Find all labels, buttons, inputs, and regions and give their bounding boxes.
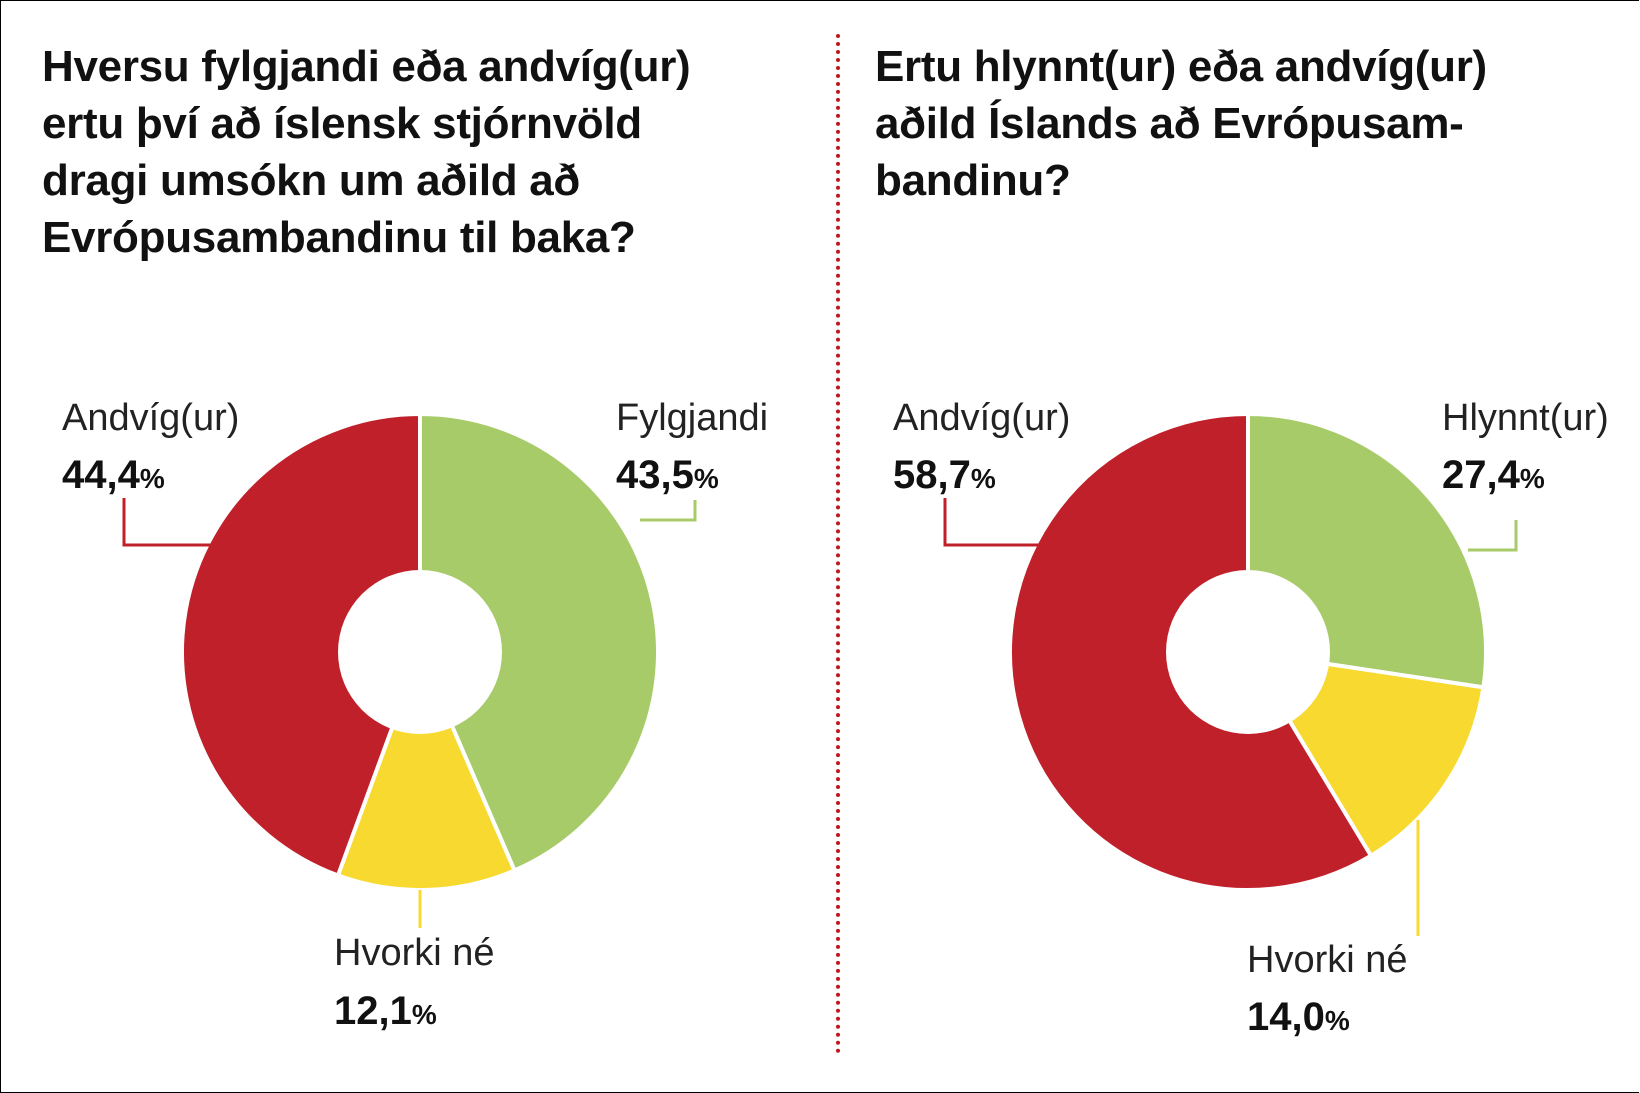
slice-value-hvorki-ne: 12,1% [334, 989, 437, 1033]
donut-hole [338, 570, 502, 734]
chart-title-left: Hversu fylgjandi eða andvíg(ur) ertu því… [42, 38, 691, 266]
slice-value-hlynnt-ur: 27,4% [1442, 453, 1545, 497]
slice-label-andvig-ur: Andvíg(ur) [62, 397, 239, 439]
leader-line-hlynnt-ur [1468, 520, 1518, 552]
slice-label-hlynnt-ur: Hlynnt(ur) [1442, 397, 1609, 439]
slice-andvig-ur [180, 412, 422, 878]
title-line: Hversu fylgjandi eða andvíg(ur) [42, 42, 691, 91]
slice-value-hvorki-ne: 14,0% [1247, 995, 1350, 1039]
dotted-divider [836, 34, 840, 1054]
slice-fylgjandi [418, 412, 660, 873]
donut-chart-right: Hlynnt(ur) 27,4% Hvorki né 14,0% Andvíg(ur) 5… [893, 397, 1609, 1039]
title-line: dragi umsókn um aðild að [42, 156, 580, 205]
donut-chart-left: Fylgjandi 43,5% Hvorki né 12,1% Andvíg(ur) 44… [62, 397, 768, 1033]
title-line: ertu því að íslensk stjórnvöld [42, 99, 642, 148]
slice-label-andvig-ur: Andvíg(ur) [893, 397, 1070, 439]
donut-hole [1166, 570, 1330, 734]
leader-line-andvig-ur [943, 498, 1040, 547]
slice-value-andvig-ur: 44,4% [62, 453, 165, 497]
slice-value-andvig-ur: 58,7% [893, 453, 996, 497]
leader-line-andvig-ur [122, 498, 214, 547]
slice-label-fylgjandi: Fylgjandi [616, 397, 768, 439]
slice-label-hvorki-ne: Hvorki né [1247, 939, 1408, 981]
title-line: aðild Íslands að Evrópusam- [875, 99, 1464, 148]
slice-label-hvorki-ne: Hvorki né [334, 932, 495, 974]
chart-title-right: Ertu hlynnt(ur) eða andvíg(ur) aðild Ísl… [875, 38, 1487, 209]
slice-hvorki-ne [335, 650, 517, 893]
title-line: Evrópusambandinu til baka? [42, 213, 636, 262]
title-line: Ertu hlynnt(ur) eða andvíg(ur) [875, 42, 1487, 91]
slice-value-fylgjandi: 43,5% [616, 453, 719, 497]
title-line: bandinu? [875, 156, 1071, 205]
leader-line-fylgjandi [640, 500, 697, 522]
